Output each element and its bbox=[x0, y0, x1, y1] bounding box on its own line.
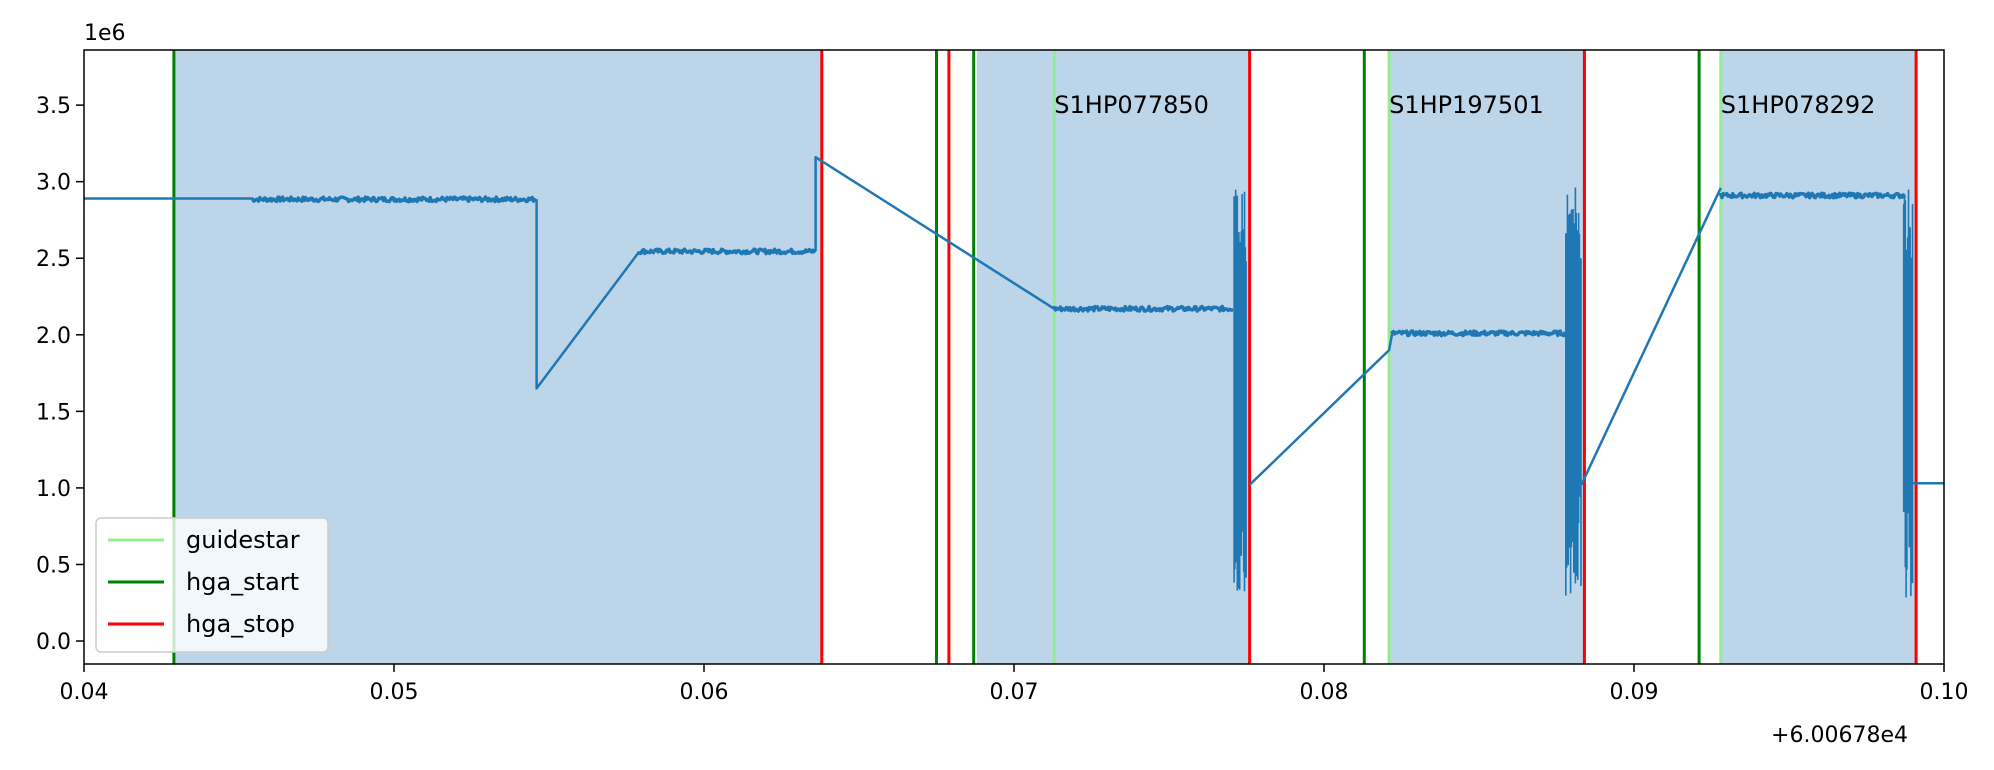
legend-box bbox=[95, 517, 329, 653]
series-segment-0-11 bbox=[1719, 191, 1907, 200]
event-lines bbox=[172, 50, 1918, 664]
x-axis: 0.04 0.05 0.06 0.07 0.08 0.09 0.10 bbox=[60, 664, 1969, 705]
series-segment-0-2 bbox=[535, 199, 640, 390]
y-scale-label: 1e6 bbox=[84, 21, 126, 46]
series-segment-0-8 bbox=[1390, 329, 1567, 338]
y-tick-label-0: 0.0 bbox=[36, 630, 71, 655]
legend-label-0: guidestar bbox=[186, 526, 300, 554]
y-tick-label-4: 2.0 bbox=[36, 324, 71, 349]
y-tick-label-3: 1.5 bbox=[36, 400, 71, 425]
annotations: S1HP077850 S1HP197501 S1HP078292 bbox=[1054, 91, 1875, 119]
x-tick-label-4: 0.08 bbox=[1300, 680, 1349, 705]
series-segment-0-7 bbox=[1248, 333, 1394, 486]
series-segment-0-3 bbox=[637, 247, 817, 256]
series-segment-0-5 bbox=[1052, 304, 1234, 313]
annotation-label-2: S1HP078292 bbox=[1721, 91, 1876, 119]
legend-label-2: hga_stop bbox=[186, 610, 295, 638]
y-axis: 0.0 0.5 1.0 1.5 2.0 2.5 3.0 3.5 bbox=[36, 94, 84, 655]
y-tick-label-7: 3.5 bbox=[36, 94, 71, 119]
series-segment-0-9 bbox=[1565, 187, 1582, 596]
series-segment-0-10 bbox=[1580, 187, 1722, 486]
annotation-label-0: S1HP077850 bbox=[1054, 91, 1209, 119]
x-tick-label-5: 0.09 bbox=[1610, 680, 1659, 705]
x-offset-label: +6.00678e4 bbox=[1771, 723, 1908, 748]
series-segment-0-4 bbox=[814, 155, 1055, 310]
y-tick-label-2: 1.0 bbox=[36, 477, 71, 502]
y-tick-label-1: 0.5 bbox=[36, 553, 71, 578]
x-tick-label-3: 0.07 bbox=[990, 680, 1039, 705]
shaded-region-2 bbox=[1389, 50, 1585, 664]
shaded-region-3 bbox=[1720, 50, 1917, 664]
x-tick-label-1: 0.05 bbox=[370, 680, 419, 705]
data-series bbox=[84, 155, 1944, 598]
series-segment-0-12 bbox=[1902, 189, 1914, 598]
legend-label-1: hga_start bbox=[186, 568, 299, 596]
series-segment-0-6 bbox=[1233, 189, 1247, 592]
x-tick-label-6: 0.10 bbox=[1920, 680, 1969, 705]
annotation-label-1: S1HP197501 bbox=[1389, 91, 1544, 119]
shaded-region-1 bbox=[976, 50, 1250, 664]
y-tick-label-6: 3.0 bbox=[36, 171, 71, 196]
series-segment-0-1 bbox=[250, 195, 537, 204]
x-tick-label-0: 0.04 bbox=[60, 680, 109, 705]
y-tick-label-5: 2.5 bbox=[36, 247, 71, 272]
shaded-regions bbox=[173, 50, 1917, 664]
legend: guidestar hga_start hga_stop bbox=[95, 517, 329, 653]
x-tick-label-2: 0.06 bbox=[680, 680, 729, 705]
